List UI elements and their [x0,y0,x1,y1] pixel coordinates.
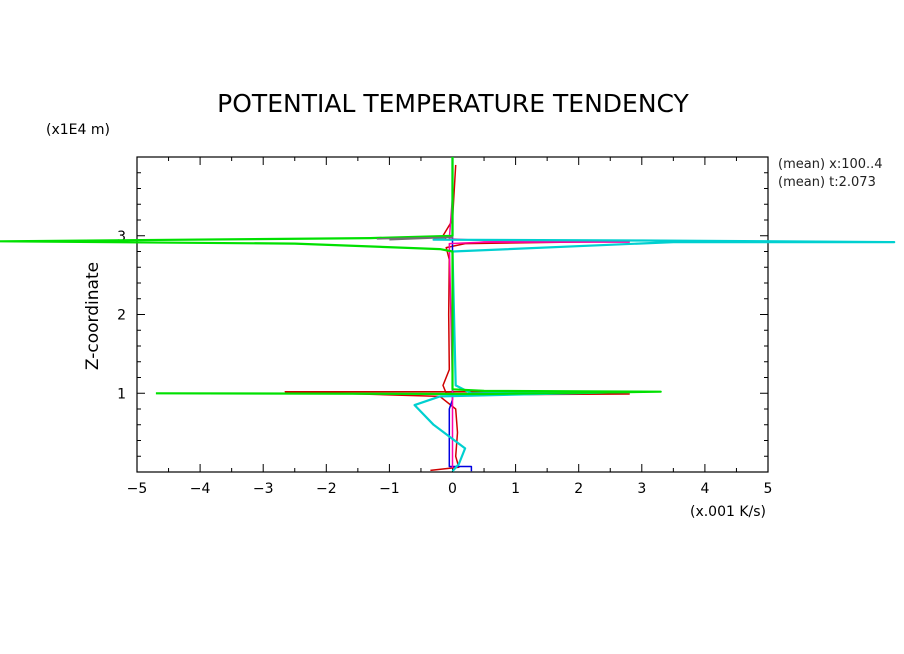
y-tick-label: 2 [117,308,126,324]
plot-axes: −5 −4 −3 −2 −1 0 1 2 3 4 5 1 2 3 [117,156,773,497]
x-tick-label: −2 [316,481,337,497]
x-tick-label: −4 [190,481,211,497]
info-line-mean-t: (mean) t:2.073 [778,175,876,190]
x-tick-label: 0 [448,481,457,497]
x-tick-label: −1 [379,481,400,497]
y-axis-label: Z-coordinate [83,262,103,370]
x-tick-label: 4 [700,481,709,497]
series-layer [0,157,896,472]
series-line-1 [284,164,630,472]
info-line-mean-x: (mean) x:100..4 [778,157,883,172]
series-line-6 [376,236,454,241]
x-tick-label: −5 [127,481,148,497]
y-tick-label: 3 [117,229,126,245]
x-tick-label: 2 [574,481,583,497]
series-line-3 [448,196,630,469]
series-line-4 [413,157,896,472]
x-tick-label: 1 [511,481,520,497]
y-tick-label: 1 [117,386,126,402]
x-axis-label: (x.001 K/s) [690,504,766,520]
x-tick-label: 5 [764,481,773,497]
x-tick-label: −3 [253,481,274,497]
x-tick-label: 3 [637,481,646,497]
chart-title: POTENTIAL TEMPERATURE TENDENCY [217,89,689,118]
series-line-5 [0,157,662,396]
y-unit-label: (x1E4 m) [46,122,110,138]
